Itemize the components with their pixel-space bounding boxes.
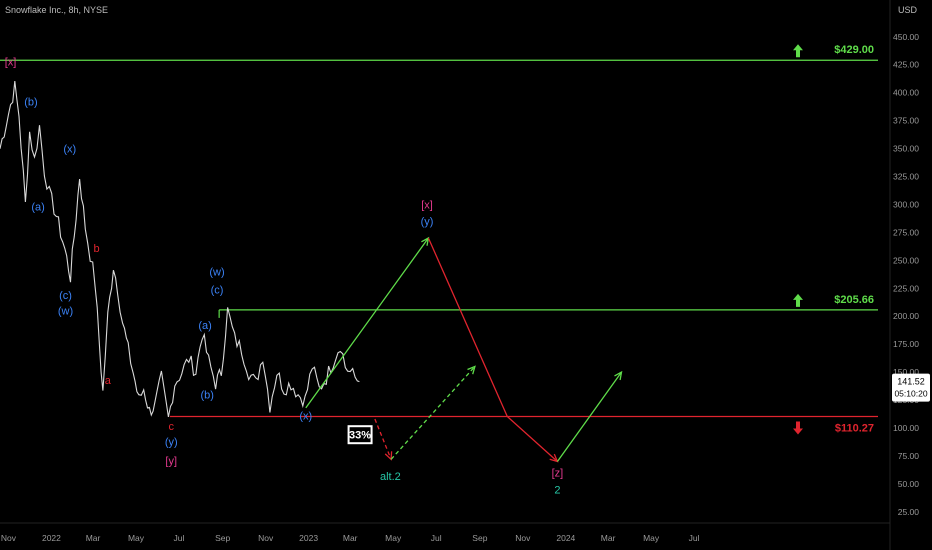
y-tick-label: 325.00 (893, 171, 919, 181)
projection-line (305, 237, 429, 409)
level-label: $429.00 (834, 44, 874, 56)
arrow-up-icon (793, 293, 803, 307)
wave-label: [x] (421, 199, 433, 211)
wave-label: (a) (198, 320, 211, 332)
wave-label: [x] (5, 56, 17, 68)
y-tick-label: 100.00 (893, 423, 919, 433)
wave-label: c (168, 421, 174, 433)
wave-label: (w) (209, 267, 224, 279)
arrow-down-icon (793, 421, 803, 435)
y-tick-label: 275.00 (893, 227, 919, 237)
y-tick-label: 400.00 (893, 88, 919, 98)
price-levels: $429.00 $205.66 $110.27 (0, 44, 878, 435)
wave-label: (x) (299, 411, 312, 423)
y-tick-label: 150.00 (893, 367, 919, 377)
probability-badge-text: 33% (349, 430, 371, 442)
x-tick-label: Jul (689, 533, 700, 543)
y-tick-label: 25.00 (898, 507, 920, 517)
projection-arrowhead (614, 370, 623, 381)
y-tick-label: 450.00 (893, 32, 919, 42)
x-tick-label: 2024 (556, 533, 575, 543)
y-tick-label: 225.00 (893, 283, 919, 293)
x-tick-label: May (385, 533, 402, 543)
y-tick-label: 50.00 (898, 479, 920, 489)
wave-label: (a) (31, 202, 44, 214)
y-tick-label: 200.00 (893, 311, 919, 321)
x-tick-label: Jul (174, 533, 185, 543)
y-tick-label: 375.00 (893, 116, 919, 126)
y-tick-label: 425.00 (893, 60, 919, 70)
probability-badge-inner (349, 427, 371, 443)
y-tick-label: 300.00 (893, 199, 919, 209)
wave-label: a (105, 375, 112, 387)
projection-paths (305, 236, 623, 463)
x-tick-label: Jul (431, 533, 442, 543)
y-tick-label: 175.00 (893, 339, 919, 349)
wave-label: (b) (24, 97, 37, 109)
level-label: $205.66 (834, 294, 874, 306)
projection-line (390, 366, 476, 460)
wave-label: b (93, 243, 99, 255)
x-tick-label: Nov (515, 533, 531, 543)
price-line (0, 81, 360, 418)
wave-label: (c) (211, 284, 224, 296)
wave-label: [z] (552, 468, 564, 480)
y-tick-label: 250.00 (893, 255, 919, 265)
symbol-title: Snowflake Inc., 8h, NYSE (5, 5, 108, 15)
x-tick-label: Mar (86, 533, 101, 543)
price-series (0, 81, 360, 418)
projection-arrowhead (467, 365, 476, 375)
x-tick-label: 2023 (299, 533, 318, 543)
x-tick-label: Mar (343, 533, 358, 543)
projection-line (374, 418, 392, 460)
wave-labels: [x] (b) (x) (a) b (c) (w) a (w) (c) (a) (b) c (y) [y] (… (5, 56, 563, 496)
wave-label: (w) (58, 306, 73, 318)
last-price-box (892, 373, 930, 402)
wave-label: (y) (421, 216, 434, 228)
x-tick-label: Mar (601, 533, 616, 543)
wave-label: (y) (165, 436, 178, 448)
x-tick-label: Nov (1, 533, 17, 543)
wave-label: [y] (165, 455, 177, 467)
x-tick-label: Sep (215, 533, 230, 543)
x-tick-label: May (128, 533, 145, 543)
arrow-up-icon (793, 44, 803, 58)
probability-badge: 33% (347, 425, 373, 445)
wave-label: (c) (59, 290, 72, 302)
wave-label: alt.2 (380, 471, 401, 483)
projection-line (427, 237, 558, 462)
currency-label: USD (898, 5, 918, 15)
last-price-tag[interactable]: 141.52 05:10:20 (892, 373, 930, 402)
level-label: $110.27 (835, 423, 874, 435)
y-tick-label: 350.00 (893, 144, 919, 154)
x-tick-label: May (643, 533, 660, 543)
countdown-value: 05:10:20 (894, 389, 927, 399)
x-tick-label: 2022 (42, 533, 61, 543)
wave-label: (x) (63, 144, 76, 156)
y-tick-label: 75.00 (898, 451, 920, 461)
x-tick-label: Sep (472, 533, 487, 543)
projection-line (556, 371, 623, 462)
x-tick-label: Nov (258, 533, 274, 543)
last-price-value: 141.52 (897, 377, 925, 387)
wave-label: 2 (554, 484, 560, 496)
wave-label: (b) (200, 389, 213, 401)
